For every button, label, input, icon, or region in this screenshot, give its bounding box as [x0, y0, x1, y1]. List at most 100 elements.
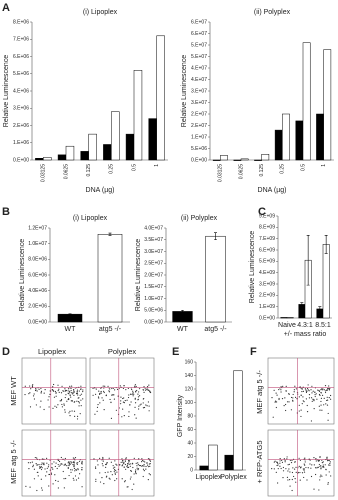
- dot: [46, 462, 48, 464]
- dot: [34, 456, 36, 459]
- dot: [73, 461, 75, 463]
- dot: [274, 460, 276, 462]
- dot: [37, 475, 39, 477]
- dot: [320, 474, 322, 476]
- y-tick-label: 1.0E+07: [28, 241, 47, 247]
- dot: [143, 406, 146, 409]
- dot: [310, 475, 313, 478]
- dot: [124, 463, 126, 466]
- dot: [326, 457, 328, 459]
- dot: [52, 407, 54, 409]
- dot: [57, 463, 59, 466]
- dot: [25, 485, 27, 487]
- dot: [301, 390, 303, 393]
- dot: [109, 388, 111, 390]
- bar: [323, 49, 332, 161]
- bar: [65, 145, 75, 161]
- dot: [127, 463, 129, 465]
- dot: [136, 465, 138, 467]
- dot: [139, 404, 141, 406]
- dot: [307, 467, 309, 469]
- dot: [129, 465, 131, 467]
- dot: [303, 469, 305, 471]
- bar: [57, 313, 83, 323]
- dot: [137, 399, 139, 401]
- dot: [303, 468, 305, 470]
- dot: [79, 473, 81, 475]
- dot: [122, 461, 124, 463]
- dot: [135, 462, 137, 464]
- dot: [131, 488, 133, 491]
- dot: [279, 465, 281, 467]
- dot: [65, 389, 68, 392]
- dot: [40, 390, 43, 392]
- dot: [81, 463, 83, 465]
- dot: [328, 471, 330, 473]
- dot: [112, 467, 115, 469]
- bar: [156, 35, 165, 161]
- dot: [70, 396, 72, 398]
- y-tick-label: 2.E+09: [259, 293, 275, 299]
- dot: [134, 470, 137, 473]
- dot: [128, 459, 130, 462]
- dot: [292, 399, 294, 401]
- dot: [126, 399, 128, 401]
- y-tick-label: 8.0E+06: [28, 257, 47, 263]
- dot: [320, 397, 323, 399]
- dot: [41, 458, 43, 460]
- dot: [78, 460, 81, 462]
- dot: [143, 386, 145, 388]
- dot: [104, 471, 106, 474]
- dot: [28, 393, 30, 395]
- dot: [71, 385, 73, 387]
- dot: [56, 467, 58, 470]
- bar: [80, 151, 89, 161]
- dot: [290, 396, 293, 399]
- y-tick-label: 2.5E+07: [144, 261, 163, 267]
- dot: [303, 476, 305, 479]
- dot: [120, 461, 122, 463]
- dot: [51, 463, 53, 465]
- x-tick-label: 0.25: [109, 164, 115, 174]
- bar: [133, 70, 143, 161]
- dot: [60, 456, 62, 459]
- dot: [48, 485, 50, 487]
- dot: [74, 475, 77, 477]
- dot: [67, 390, 69, 392]
- dot: [46, 471, 48, 473]
- dot: [300, 466, 302, 468]
- dot: [304, 461, 306, 463]
- dot: [137, 396, 140, 398]
- dot: [130, 476, 132, 478]
- dot: [43, 408, 45, 411]
- dot: [141, 460, 143, 463]
- y-axis-label: Relative Luminescence: [135, 239, 142, 311]
- dot: [132, 395, 134, 397]
- dot: [320, 392, 322, 394]
- dot: [60, 398, 63, 401]
- dot: [295, 388, 297, 390]
- dot: [142, 407, 145, 409]
- y-tick-label: 2.0E+06: [28, 304, 47, 310]
- dot: [319, 409, 321, 411]
- dot: [115, 463, 117, 465]
- y-tick-label: 100: [185, 400, 194, 406]
- x-tick-label: 0.03125: [41, 164, 47, 182]
- dot: [41, 489, 43, 491]
- dot: [308, 390, 310, 392]
- dot: [72, 457, 74, 459]
- dot: [128, 460, 131, 462]
- dot: [279, 462, 281, 464]
- dot: [142, 398, 144, 400]
- dot: [277, 468, 279, 470]
- dot: [302, 396, 304, 398]
- dot: [52, 468, 54, 470]
- x-tick-label: Lipoplex: [195, 474, 222, 481]
- dot: [128, 463, 130, 465]
- dot: [111, 394, 114, 396]
- flow-plot: [89, 357, 155, 425]
- dot: [48, 406, 50, 408]
- dot: [102, 457, 104, 459]
- dot: [294, 461, 296, 463]
- y-tick-label: 0.0E+00: [28, 319, 47, 325]
